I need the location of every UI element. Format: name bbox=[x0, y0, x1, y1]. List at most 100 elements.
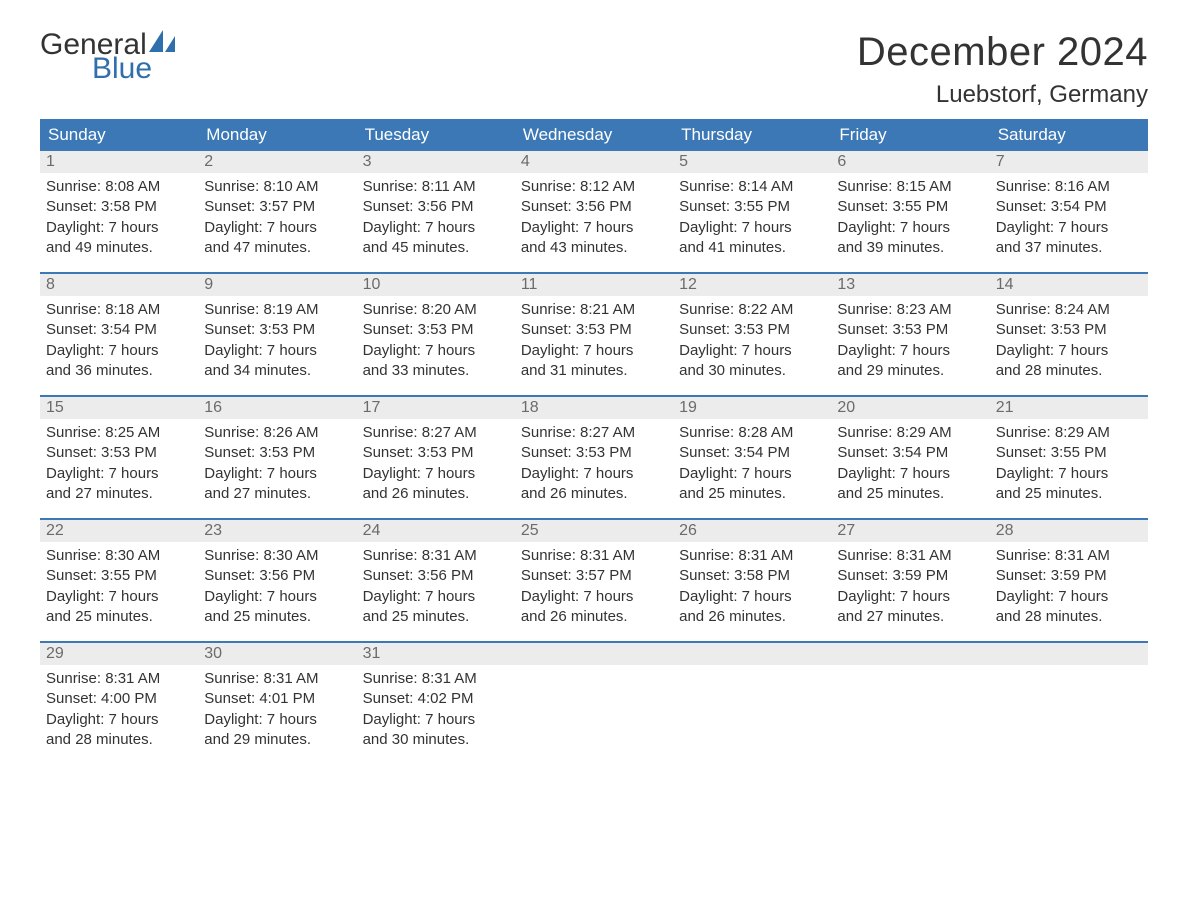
calendar-day: 24Sunrise: 8:31 AMSunset: 3:56 PMDayligh… bbox=[357, 520, 515, 641]
day-number: 12 bbox=[673, 274, 831, 296]
calendar-week: 8Sunrise: 8:18 AMSunset: 3:54 PMDaylight… bbox=[40, 272, 1148, 395]
sunrise-line: Sunrise: 8:31 AM bbox=[363, 669, 509, 689]
day-detail: Sunrise: 8:22 AMSunset: 3:53 PMDaylight:… bbox=[673, 296, 831, 381]
daylight-line-2: and 26 minutes. bbox=[521, 484, 667, 504]
sunrise-line: Sunrise: 8:27 AM bbox=[521, 423, 667, 443]
sunset-line: Sunset: 3:57 PM bbox=[204, 197, 350, 217]
sunset-line: Sunset: 3:53 PM bbox=[204, 320, 350, 340]
day-number bbox=[515, 643, 673, 665]
day-number: 28 bbox=[990, 520, 1148, 542]
calendar-day: 11Sunrise: 8:21 AMSunset: 3:53 PMDayligh… bbox=[515, 274, 673, 395]
day-number: 30 bbox=[198, 643, 356, 665]
sunset-line: Sunset: 3:56 PM bbox=[363, 197, 509, 217]
sunset-line: Sunset: 3:55 PM bbox=[679, 197, 825, 217]
sunrise-line: Sunrise: 8:25 AM bbox=[46, 423, 192, 443]
sunset-line: Sunset: 3:54 PM bbox=[46, 320, 192, 340]
sunrise-line: Sunrise: 8:31 AM bbox=[204, 669, 350, 689]
weekday-header: Monday bbox=[198, 119, 356, 151]
day-detail: Sunrise: 8:15 AMSunset: 3:55 PMDaylight:… bbox=[831, 173, 989, 258]
sunrise-line: Sunrise: 8:29 AM bbox=[996, 423, 1142, 443]
day-number bbox=[990, 643, 1148, 665]
sunset-line: Sunset: 4:00 PM bbox=[46, 689, 192, 709]
day-number: 16 bbox=[198, 397, 356, 419]
calendar-day: 1Sunrise: 8:08 AMSunset: 3:58 PMDaylight… bbox=[40, 151, 198, 272]
calendar-day: 2Sunrise: 8:10 AMSunset: 3:57 PMDaylight… bbox=[198, 151, 356, 272]
day-number: 3 bbox=[357, 151, 515, 173]
sunset-line: Sunset: 3:55 PM bbox=[46, 566, 192, 586]
day-detail: Sunrise: 8:27 AMSunset: 3:53 PMDaylight:… bbox=[357, 419, 515, 504]
day-number: 17 bbox=[357, 397, 515, 419]
day-number: 9 bbox=[198, 274, 356, 296]
sunset-line: Sunset: 3:53 PM bbox=[837, 320, 983, 340]
calendar-day bbox=[831, 643, 989, 764]
sunset-line: Sunset: 3:59 PM bbox=[996, 566, 1142, 586]
calendar-day: 10Sunrise: 8:20 AMSunset: 3:53 PMDayligh… bbox=[357, 274, 515, 395]
calendar-day: 19Sunrise: 8:28 AMSunset: 3:54 PMDayligh… bbox=[673, 397, 831, 518]
day-detail: Sunrise: 8:23 AMSunset: 3:53 PMDaylight:… bbox=[831, 296, 989, 381]
calendar-day: 13Sunrise: 8:23 AMSunset: 3:53 PMDayligh… bbox=[831, 274, 989, 395]
sunrise-line: Sunrise: 8:29 AM bbox=[837, 423, 983, 443]
sunrise-line: Sunrise: 8:16 AM bbox=[996, 177, 1142, 197]
sunrise-line: Sunrise: 8:19 AM bbox=[204, 300, 350, 320]
daylight-line-1: Daylight: 7 hours bbox=[837, 341, 983, 361]
sunset-line: Sunset: 3:59 PM bbox=[837, 566, 983, 586]
sunrise-line: Sunrise: 8:24 AM bbox=[996, 300, 1142, 320]
daylight-line-2: and 28 minutes. bbox=[996, 361, 1142, 381]
sunset-line: Sunset: 3:56 PM bbox=[521, 197, 667, 217]
daylight-line-2: and 30 minutes. bbox=[679, 361, 825, 381]
day-detail: Sunrise: 8:29 AMSunset: 3:54 PMDaylight:… bbox=[831, 419, 989, 504]
day-number: 6 bbox=[831, 151, 989, 173]
daylight-line-2: and 25 minutes. bbox=[46, 607, 192, 627]
calendar-week: 22Sunrise: 8:30 AMSunset: 3:55 PMDayligh… bbox=[40, 518, 1148, 641]
day-detail: Sunrise: 8:20 AMSunset: 3:53 PMDaylight:… bbox=[357, 296, 515, 381]
sunrise-line: Sunrise: 8:31 AM bbox=[363, 546, 509, 566]
day-detail: Sunrise: 8:31 AMSunset: 4:02 PMDaylight:… bbox=[357, 665, 515, 750]
daylight-line-1: Daylight: 7 hours bbox=[521, 587, 667, 607]
calendar-day: 29 Sunrise: 8:31 AMSunset: 4:00 PMDayligh… bbox=[40, 643, 198, 764]
calendar-day: 23Sunrise: 8:30 AMSunset: 3:56 PMDayligh… bbox=[198, 520, 356, 641]
day-number: 10 bbox=[357, 274, 515, 296]
day-number: 23 bbox=[198, 520, 356, 542]
calendar-day: 30Sunrise: 8:31 AMSunset: 4:01 PMDayligh… bbox=[198, 643, 356, 764]
day-number: 29 bbox=[40, 643, 198, 665]
day-number: 25 bbox=[515, 520, 673, 542]
daylight-line-1: Daylight: 7 hours bbox=[204, 464, 350, 484]
sunrise-line: Sunrise: 8:18 AM bbox=[46, 300, 192, 320]
sunset-line: Sunset: 3:57 PM bbox=[521, 566, 667, 586]
calendar-week: 29Sunrise: 8:31 AMSunset: 4:00 PMDayligh… bbox=[40, 641, 1148, 764]
sunrise-line: Sunrise: 8:11 AM bbox=[363, 177, 509, 197]
header: General Blue December 2024 Luebstorf, Ge… bbox=[40, 30, 1148, 109]
sunrise-line: Sunrise: 8:12 AM bbox=[521, 177, 667, 197]
daylight-line-1: Daylight: 7 hours bbox=[996, 464, 1142, 484]
day-detail: Sunrise: 8:14 AMSunset: 3:55 PMDaylight:… bbox=[673, 173, 831, 258]
day-detail: Sunrise: 8:31 AMSunset: 3:59 PMDaylight:… bbox=[990, 542, 1148, 627]
daylight-line-2: and 31 minutes. bbox=[521, 361, 667, 381]
day-number: 27 bbox=[831, 520, 989, 542]
calendar-day: 31Sunrise: 8:31 AMSunset: 4:02 PMDayligh… bbox=[357, 643, 515, 764]
daylight-line-1: Daylight: 7 hours bbox=[996, 341, 1142, 361]
sunrise-line: Sunrise: 8:22 AM bbox=[679, 300, 825, 320]
sunrise-line: Sunrise: 8:27 AM bbox=[363, 423, 509, 443]
daylight-line-1: Daylight: 7 hours bbox=[46, 464, 192, 484]
calendar-day: 3Sunrise: 8:11 AMSunset: 3:56 PMDaylight… bbox=[357, 151, 515, 272]
day-number: 19 bbox=[673, 397, 831, 419]
sunset-line: Sunset: 3:53 PM bbox=[204, 443, 350, 463]
calendar-day: 9 Sunrise: 8:19 AMSunset: 3:53 PMDaylight… bbox=[198, 274, 356, 395]
sunrise-line: Sunrise: 8:31 AM bbox=[996, 546, 1142, 566]
daylight-line-2: and 26 minutes. bbox=[521, 607, 667, 627]
daylight-line-2: and 29 minutes. bbox=[837, 361, 983, 381]
calendar-day: 12Sunrise: 8:22 AMSunset: 3:53 PMDayligh… bbox=[673, 274, 831, 395]
daylight-line-1: Daylight: 7 hours bbox=[204, 341, 350, 361]
calendar-day bbox=[515, 643, 673, 764]
sunrise-line: Sunrise: 8:31 AM bbox=[46, 669, 192, 689]
daylight-line-2: and 33 minutes. bbox=[363, 361, 509, 381]
daylight-line-1: Daylight: 7 hours bbox=[204, 710, 350, 730]
day-number: 24 bbox=[357, 520, 515, 542]
daylight-line-2: and 39 minutes. bbox=[837, 238, 983, 258]
daylight-line-2: and 28 minutes. bbox=[46, 730, 192, 750]
daylight-line-2: and 34 minutes. bbox=[204, 361, 350, 381]
calendar-day: 16Sunrise: 8:26 AMSunset: 3:53 PMDayligh… bbox=[198, 397, 356, 518]
daylight-line-1: Daylight: 7 hours bbox=[46, 710, 192, 730]
sunrise-line: Sunrise: 8:31 AM bbox=[679, 546, 825, 566]
sunrise-line: Sunrise: 8:30 AM bbox=[46, 546, 192, 566]
